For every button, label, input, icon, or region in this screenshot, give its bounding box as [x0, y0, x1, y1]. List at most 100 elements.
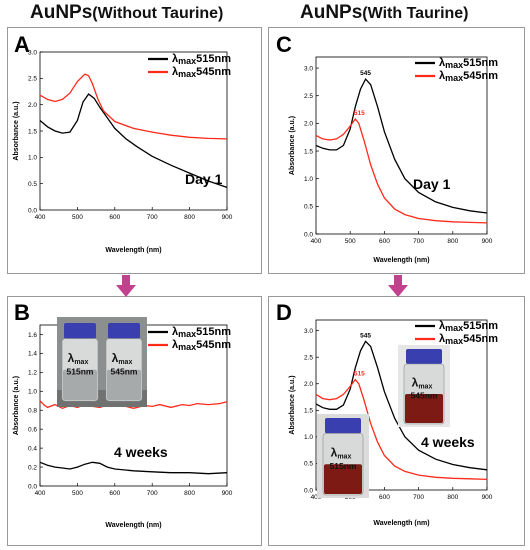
vial-value: 515nm [330, 461, 357, 471]
y-tick-label: 0.4 [28, 445, 37, 452]
x-tick-label: 600 [379, 494, 390, 501]
plot-frame [315, 56, 488, 235]
x-axis-label: Wavelength (nm) [105, 247, 161, 254]
peak-label: 545 [360, 332, 371, 339]
legend-entry: λmax545nm [172, 66, 231, 79]
annotation-label: 4 weeks [421, 434, 475, 450]
y-tick-label: 0.5 [28, 181, 37, 188]
x-tick-label: 700 [413, 494, 424, 501]
plot-frame [315, 319, 488, 491]
panel-letter-d: D [276, 300, 292, 325]
panel-letter-b: B [14, 300, 30, 325]
vial-cap [325, 418, 361, 434]
series-line-lambda-545 [315, 117, 488, 224]
vial-sub: max [74, 359, 88, 366]
x-axis-label: Wavelength (nm) [105, 522, 161, 529]
y-tick-label: 2.0 [304, 381, 313, 388]
y-tick-label: 1.0 [28, 155, 37, 162]
header-left: AuNPs(Without Taurine) [30, 2, 223, 24]
vial-liquid [107, 369, 141, 400]
header-left-sub: (Without Taurine) [92, 5, 224, 22]
y-tick-label: 1.2 [28, 370, 37, 377]
legend-entry: λmax515nm [439, 57, 498, 70]
legend-lambda: λ [439, 70, 445, 82]
x-tick-label: 700 [147, 490, 158, 497]
y-tick-label: 2.0 [28, 102, 37, 109]
legend-lambda: λ [172, 326, 178, 338]
legend-sub: max [445, 73, 463, 83]
arrow-down-left [116, 275, 136, 297]
y-axis-label: Absorbance (a.u.) [13, 101, 20, 160]
vial-value: 515nm [67, 366, 94, 376]
header-right-sub: (With Taurine) [362, 5, 469, 22]
x-tick-label: 600 [109, 214, 120, 221]
legend-value: 515nm [463, 320, 498, 332]
panel-letter-a: A [14, 32, 30, 57]
y-tick-label: 2.5 [304, 354, 313, 361]
vial-cap [64, 323, 96, 339]
y-tick-label: 1.5 [304, 148, 313, 155]
legend-value: 545nm [196, 339, 231, 351]
y-tick-label: 3.0 [28, 49, 37, 56]
series-line-lambda-515 [315, 340, 488, 471]
y-tick-label: 1.0 [28, 389, 37, 396]
legend-sub: max [178, 69, 196, 79]
legend-lambda: λ [172, 339, 178, 351]
vial-value: 545nm [411, 391, 438, 401]
y-tick-label: 1.0 [304, 176, 313, 183]
vial-lambda: λ [331, 446, 338, 460]
legend-entry: λmax515nm [172, 53, 231, 66]
vial-545-b: λmax545nm [105, 323, 143, 402]
x-tick-label: 500 [72, 214, 83, 221]
legend-lambda: λ [172, 53, 178, 65]
y-axis-label: Absorbance (a.u.) [289, 116, 296, 175]
peak-label: 515 [354, 371, 365, 378]
chart-c: 400 500 600 700 800 900 0.0 0.5 1.0 1.5 2.0 2.5 3.0 W… [289, 56, 498, 264]
legend-value: 545nm [196, 66, 231, 78]
vial-cap [108, 323, 140, 339]
vial-liquid [405, 394, 443, 423]
photo-inset-d-545: λmax545nm [398, 345, 450, 427]
header-left-main: AuNPs [30, 2, 93, 23]
vial-label: λmax [331, 446, 352, 461]
vial-label: λmax [112, 351, 133, 366]
y-tick-label: 0.5 [304, 204, 313, 211]
y-tick-label: 1.4 [28, 351, 37, 358]
header-right-main: AuNPs [300, 2, 363, 23]
x-tick-label: 700 [413, 238, 424, 245]
y-tick-label: 0.2 [28, 464, 37, 471]
legend-value: 515nm [196, 53, 231, 65]
y-tick-label: 2.0 [304, 121, 313, 128]
x-tick-label: 600 [109, 490, 120, 497]
x-tick-label: 500 [72, 490, 83, 497]
y-tick-label: 1.5 [28, 128, 37, 135]
legend-sub: max [445, 336, 463, 346]
vial-value: 545nm [111, 366, 138, 376]
y-tick-label: 2.5 [28, 76, 37, 83]
y-tick-label: 0.0 [304, 231, 313, 238]
y-tick-label: 3.0 [304, 328, 313, 335]
legend-entry: λmax545nm [172, 339, 231, 352]
legend-sub: max [178, 342, 196, 352]
legend-entry: λmax515nm [439, 320, 498, 333]
y-axis-label: Absorbance (a.u.) [13, 376, 20, 435]
vial-label: λmax [412, 376, 433, 391]
panel-a-frame [7, 27, 262, 274]
x-tick-label: 900 [482, 238, 493, 245]
series-line-lambda-515 [39, 93, 228, 189]
y-axis-label: Absorbance (a.u.) [289, 375, 296, 434]
vial-liquid [324, 464, 362, 494]
y-tick-label: 0.8 [28, 408, 37, 415]
photo-inset-b: λmax 515nm λmax545nm [57, 317, 147, 407]
vial-lambda: λ [412, 376, 419, 390]
vial-sub: max [118, 359, 132, 366]
legend-lambda: λ [439, 57, 445, 69]
chart-a: 400 500 600 700 800 900 0.0 0.5 1.0 1.5 2.0 2.5 3.0 W… [13, 49, 233, 254]
peak-label: 515 [354, 110, 365, 117]
y-tick-label: 1.0 [304, 434, 313, 441]
legend-sub: max [445, 323, 463, 333]
x-tick-label: 400 [35, 214, 46, 221]
legend-lambda: λ [439, 320, 445, 332]
x-tick-label: 400 [311, 238, 322, 245]
